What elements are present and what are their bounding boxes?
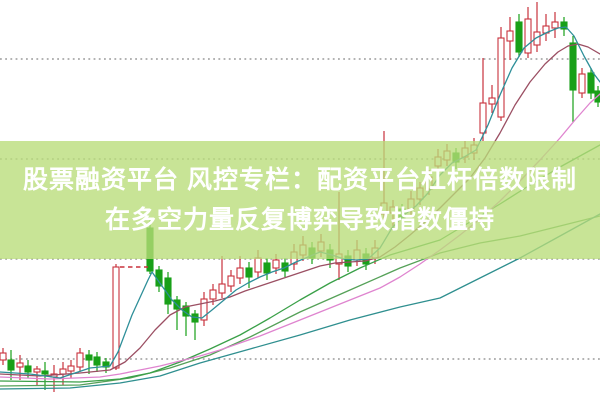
candle-down: [263, 262, 271, 274]
candle-up: [112, 266, 120, 369]
candle-down: [569, 42, 577, 91]
ma-line-ma60: [0, 213, 600, 390]
candle-up: [479, 102, 487, 134]
candle-up: [0, 352, 7, 361]
candle-up: [524, 18, 532, 54]
candle-up: [533, 31, 541, 46]
ma-line-ma10: [0, 43, 600, 377]
candle-down: [515, 21, 523, 53]
headline-line1: 股票融资平台 风控专栏：配资平台杠杆倍数限制: [23, 165, 577, 194]
candle-up: [488, 97, 496, 105]
candle-down: [587, 72, 595, 94]
candle-up: [16, 362, 24, 368]
candle-down: [93, 356, 101, 366]
candle-down: [7, 359, 15, 371]
candle-up: [227, 275, 235, 287]
candle-up: [67, 365, 75, 372]
candle-up: [200, 298, 208, 321]
headline-banner: 股票融资平台 风控专栏：配资平台杠杆倍数限制 在多空力量反复博弈导致指数僵持: [0, 141, 600, 259]
candle-up: [33, 368, 41, 373]
candle-down: [24, 365, 32, 373]
candle-up: [236, 267, 244, 279]
candle-down: [245, 267, 253, 278]
candle-up: [497, 37, 505, 118]
candle-up: [578, 73, 586, 94]
candle-down: [85, 354, 93, 361]
candle-up: [76, 352, 84, 368]
candle-up: [209, 289, 217, 300]
candle-down: [560, 21, 568, 30]
candle-up: [254, 257, 262, 273]
candle-up: [551, 21, 559, 29]
candle-up: [506, 30, 514, 42]
headline-line2: 在多空力量反复博弈导致指数僵持: [104, 205, 495, 234]
candle-up: [218, 283, 226, 294]
candle-down: [41, 370, 49, 375]
candle-up: [272, 259, 280, 269]
candle-up: [59, 368, 67, 375]
